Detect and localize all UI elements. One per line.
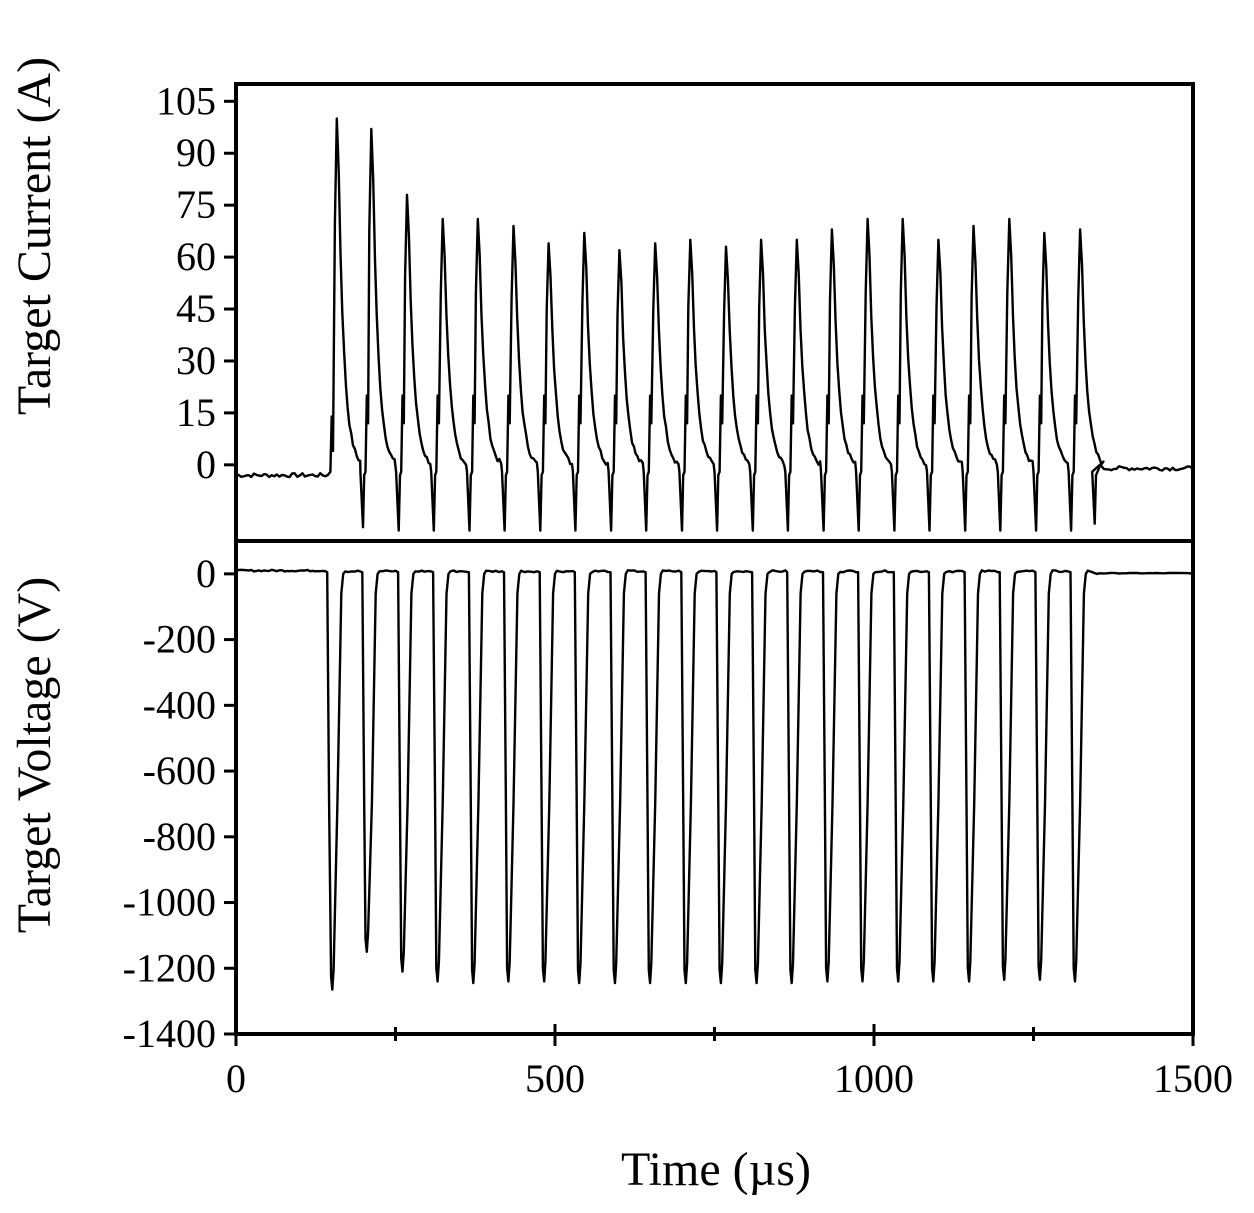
top-y-tick-label: 0 <box>196 442 216 487</box>
bottom-y-tick-label: -1000 <box>123 880 216 925</box>
top-y-tick-label: 45 <box>176 286 216 331</box>
x-tick-label: 500 <box>525 1056 585 1101</box>
voltage-series-line <box>235 568 1192 991</box>
current-series-line <box>235 117 1194 532</box>
bottom-y-tick-label: 0 <box>196 551 216 596</box>
x-axis: 0 500 1000 1500 <box>226 1024 1233 1101</box>
bottom-y-tick-label: -400 <box>143 682 216 727</box>
top-y-tick-label: 15 <box>176 390 216 435</box>
bottom-y-tick-label: -1200 <box>123 945 216 990</box>
bottom-y-axis-title: Target Voltage (V) <box>8 577 61 934</box>
bottom-y-tick-label: -200 <box>143 617 216 662</box>
x-tick-label: 0 <box>226 1056 246 1101</box>
x-tick-label: 1000 <box>834 1056 914 1101</box>
top-y-tick-label: 60 <box>176 234 216 279</box>
top-y-tick-label: 105 <box>156 78 216 123</box>
top-y-tick-label: 30 <box>176 338 216 383</box>
bottom-y-tick-label: -600 <box>143 748 216 793</box>
x-axis-title: Time (µs) <box>621 1143 811 1196</box>
x-tick-label: 1500 <box>1153 1056 1233 1101</box>
bottom-y-tick-label: -1400 <box>123 1011 216 1056</box>
bottom-y-axis: 0 -200 -400 -600 -800 -1000 -1200 -1400 <box>123 551 236 1056</box>
bottom-y-tick-label: -800 <box>143 814 216 859</box>
top-y-axis-title: Target Current (A) <box>8 57 61 415</box>
top-y-tick-label: 75 <box>176 182 216 227</box>
top-y-axis: 0 15 30 45 60 75 90 105 <box>156 78 236 487</box>
top-y-tick-label: 90 <box>176 130 216 175</box>
